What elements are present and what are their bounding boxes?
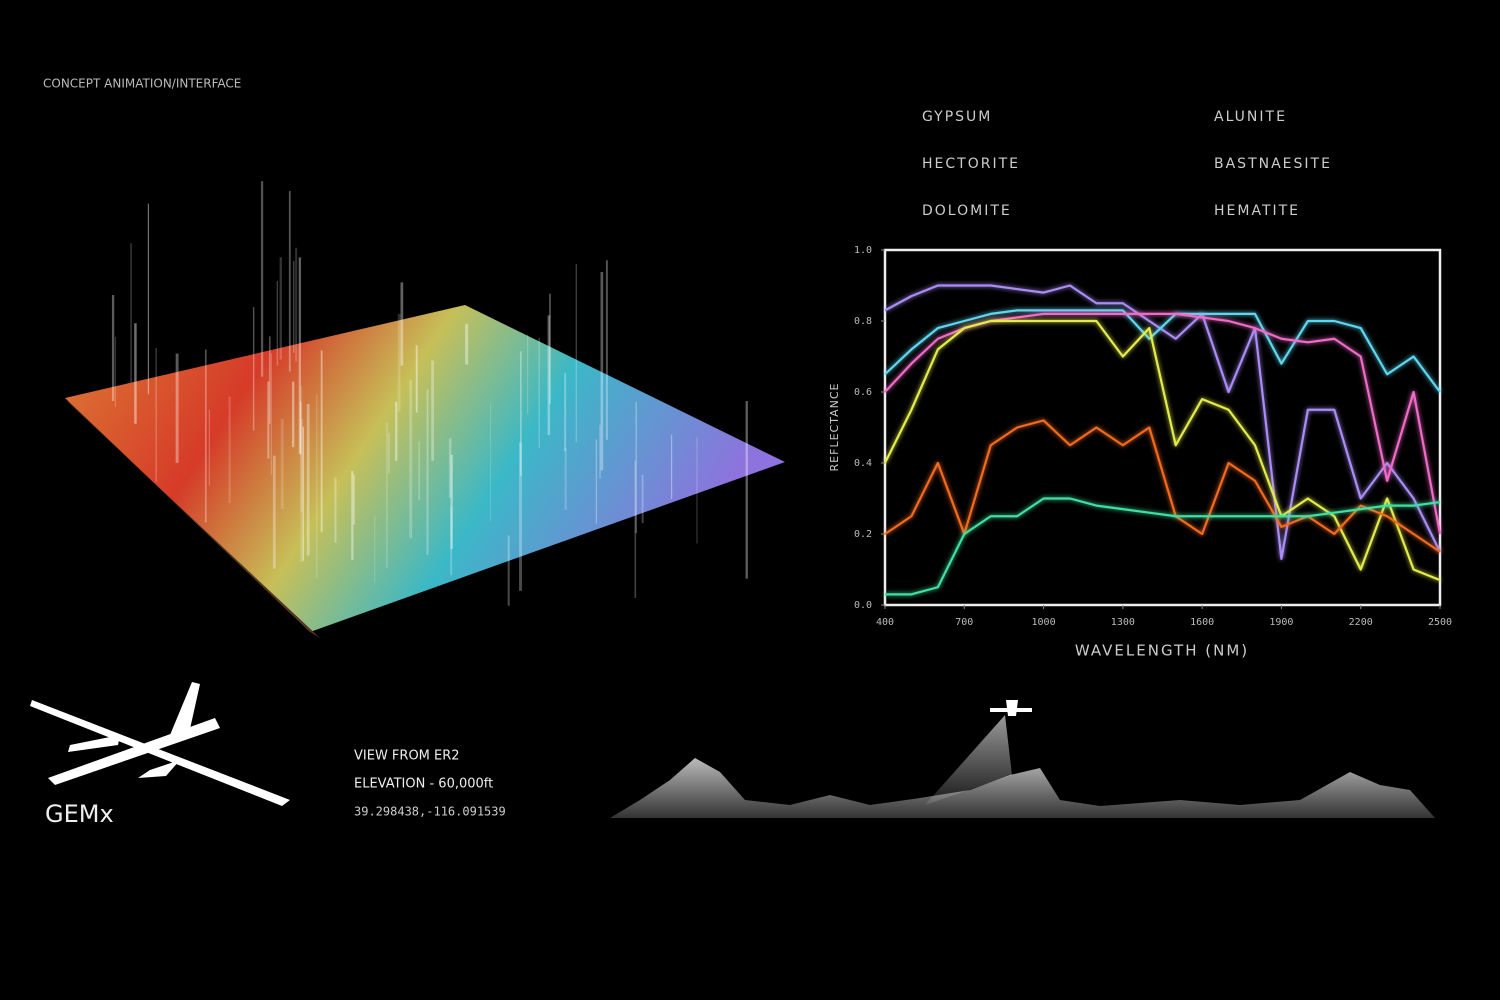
y-tick-label: 0.0 — [854, 600, 872, 611]
elevation-profile — [610, 700, 1435, 818]
y-tick-label: 0.6 — [854, 387, 872, 398]
legend-label: HEMATITE — [1214, 203, 1300, 219]
aircraft-icon — [30, 682, 290, 806]
y-tick-label: 0.2 — [854, 529, 872, 540]
flight-coordinates: 39.298438,-116.091539 — [354, 805, 506, 819]
y-tick-label: 0.8 — [854, 316, 872, 327]
spectrum-line — [884, 309, 1441, 393]
x-tick-label: 1300 — [1111, 617, 1135, 628]
header-title: CONCEPT ANIMATION/INTERFACE — [43, 77, 241, 91]
x-tick-label: 2200 — [1349, 617, 1373, 628]
spectrum-line — [884, 419, 1441, 553]
x-tick-label: 400 — [876, 617, 894, 628]
x-tick-label: 2500 — [1428, 617, 1452, 628]
y-tick-label: 1.0 — [854, 245, 872, 256]
spectrum-line — [884, 319, 1441, 582]
plot-frame — [883, 248, 1442, 607]
brand-name: GEMx — [45, 800, 114, 828]
legend-label: ALUNITE — [1214, 109, 1287, 125]
spectrum-line — [884, 284, 1441, 560]
flight-elevation: ELEVATION - 60,000ft — [354, 777, 493, 792]
legend-label: DOLOMITE — [922, 203, 1012, 219]
x-axis-label: WAVELENGTH (NM) — [1075, 642, 1249, 660]
x-tick-label: 1000 — [1032, 617, 1056, 628]
y-axis-label: REFLECTANCE — [828, 383, 841, 472]
y-tick-label: 0.4 — [854, 458, 872, 469]
x-tick-label: 700 — [955, 617, 973, 628]
spectrum-line — [885, 497, 1441, 596]
legend-label: HECTORITE — [922, 156, 1020, 172]
spectrum-line — [884, 312, 1442, 535]
legend-label: GYPSUM — [922, 109, 992, 125]
flight-view: VIEW FROM ER2 — [354, 749, 460, 764]
x-tick-label: 1900 — [1269, 617, 1293, 628]
terrain-surface — [65, 305, 785, 632]
x-tick-label: 1600 — [1190, 617, 1214, 628]
legend-label: BASTNAESITE — [1214, 156, 1332, 172]
terrain-map — [65, 181, 785, 638]
